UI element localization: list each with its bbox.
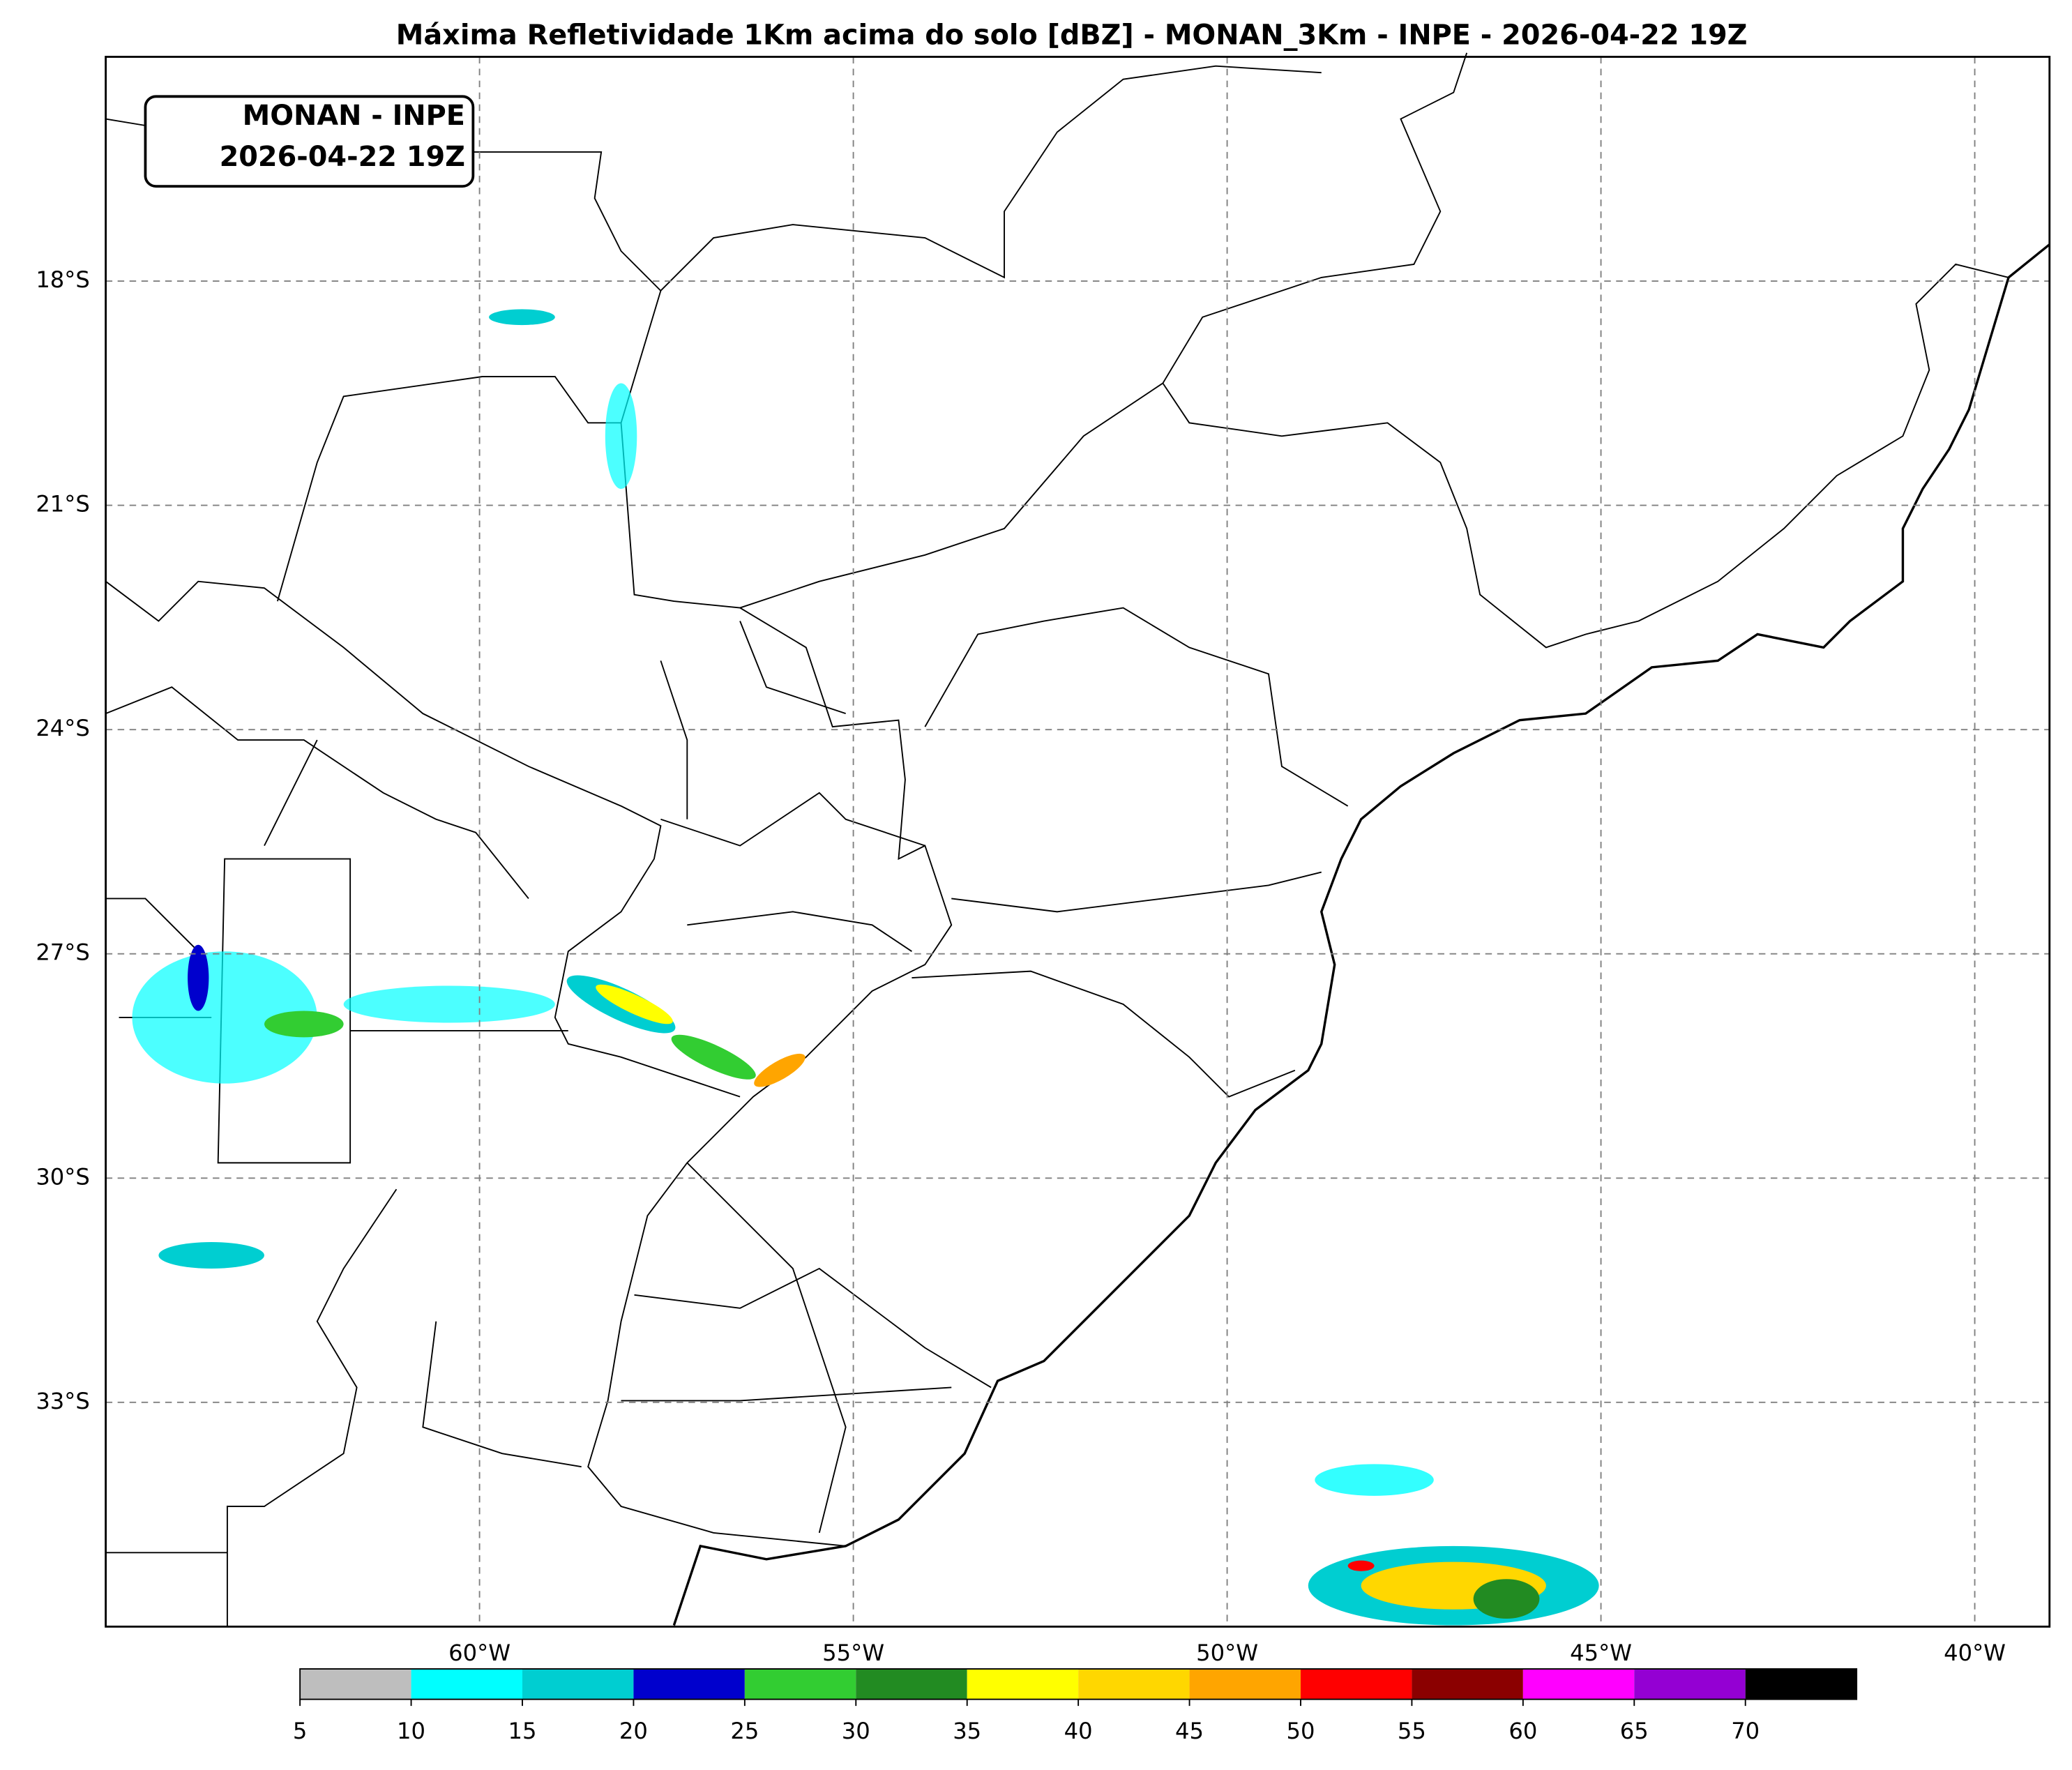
colorbar-segment [1522, 1669, 1635, 1700]
coastline [672, 243, 2050, 1626]
colorbar-segment [1412, 1669, 1523, 1700]
colorbar-segment [633, 1669, 745, 1700]
state-border [1162, 263, 2009, 649]
echo [671, 1034, 756, 1080]
colorbar-segment [856, 1669, 967, 1700]
colorbar-tick-label: 30 [842, 1718, 870, 1744]
lat-tick-label: 21°S [36, 491, 90, 517]
echo [343, 985, 555, 1023]
colorbar-tick-label: 35 [953, 1718, 981, 1744]
echo [132, 951, 317, 1084]
lat-tick-label: 33°S [36, 1388, 90, 1414]
colorbar-tick-label: 50 [1286, 1718, 1315, 1744]
colorbar-tick-label: 65 [1620, 1718, 1649, 1744]
colorbar-tick-label: 40 [1064, 1718, 1093, 1744]
lon-tick-label: 60°W [448, 1640, 511, 1666]
colorbar-segment [411, 1669, 522, 1700]
reflectivity-echoes [132, 309, 1599, 1626]
echo [754, 1053, 806, 1087]
echo [1315, 1464, 1434, 1496]
country-border [105, 580, 741, 1098]
echo [1473, 1579, 1540, 1619]
echo [188, 944, 209, 1011]
department-border [621, 621, 992, 1534]
colorbar-tick-label: 60 [1508, 1718, 1537, 1744]
lat-tick-label: 27°S [36, 939, 90, 966]
colorbar-segment [1189, 1669, 1301, 1700]
colorbar-tick-label: 20 [619, 1718, 648, 1744]
colorbar-tick-label: 70 [1731, 1718, 1760, 1744]
echo [489, 309, 555, 326]
colorbar-segment [744, 1669, 856, 1700]
lon-tick-label: 55°W [822, 1640, 884, 1666]
echo [596, 984, 673, 1024]
lat-tick-label: 30°S [36, 1163, 90, 1190]
echo [605, 383, 637, 490]
label-frame [144, 95, 475, 188]
lon-tick-label: 50°W [1196, 1640, 1258, 1666]
colorbar-segment [1078, 1669, 1190, 1700]
lon-tick-label: 40°W [1944, 1640, 2006, 1666]
state-border [924, 607, 1349, 807]
label-line: 2026-04-22 19Z [220, 141, 465, 173]
state-border [912, 970, 1296, 1098]
state-border [660, 65, 1322, 292]
colorbar-segment [967, 1669, 1079, 1700]
label-box: MONAN - INPE 2026-04-22 19Z [144, 95, 475, 188]
echo [264, 1011, 344, 1038]
colorbar-tick-label: 45 [1175, 1718, 1204, 1744]
echo [1347, 1560, 1375, 1571]
colorbar-tick-label: 5 [293, 1718, 308, 1744]
lon-tick-label: 45°W [1570, 1640, 1632, 1666]
colorbar-tick-label: 25 [730, 1718, 759, 1744]
graticule [105, 56, 2050, 1627]
lat-tick-label: 18°S [36, 266, 90, 293]
colorbar-segment [1634, 1669, 1746, 1700]
country-border [277, 376, 621, 602]
label-line: MONAN - INPE [243, 100, 465, 132]
colorbar-segment [1745, 1669, 1857, 1700]
lat-tick-label: 24°S [36, 715, 90, 741]
map [105, 52, 2050, 1627]
country-border [105, 118, 953, 1547]
title: Máxima Refletividade 1Km acima do solo [… [396, 20, 1748, 52]
state-border [739, 52, 1468, 609]
colorbar-tick-label: 10 [397, 1718, 425, 1744]
colorbar-segment [522, 1669, 634, 1700]
state-border [951, 871, 1322, 913]
colorbar-segment [300, 1669, 411, 1700]
colorbar-tick-label: 55 [1398, 1718, 1426, 1744]
colorbar-tick-label: 15 [508, 1718, 536, 1744]
echo [158, 1242, 264, 1269]
map-frame [105, 56, 2051, 1628]
colorbar-segment [1300, 1669, 1412, 1700]
